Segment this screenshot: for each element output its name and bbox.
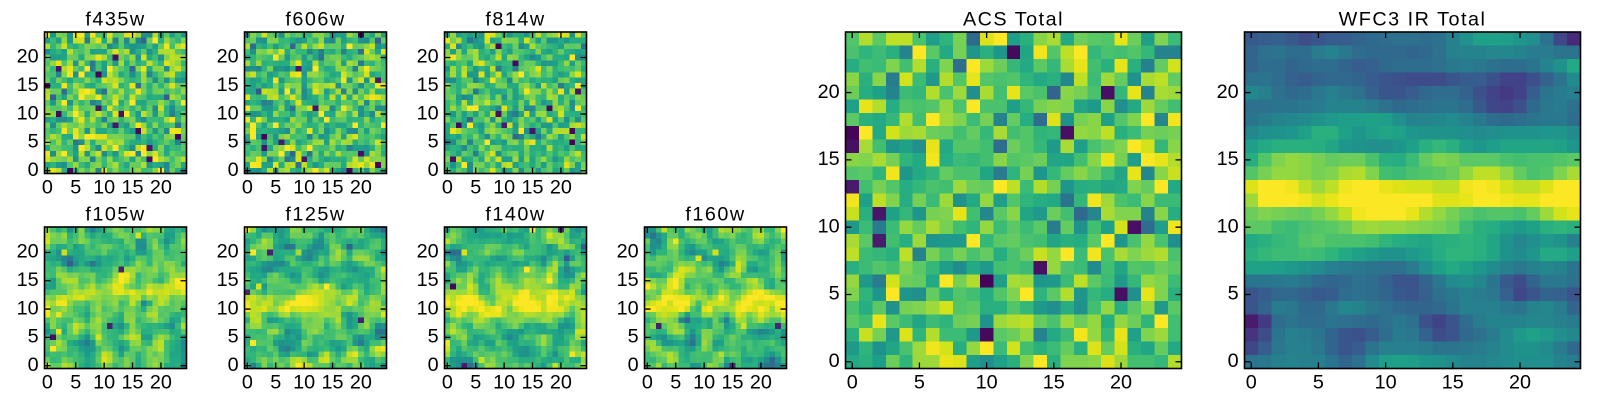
svg-text:20: 20 xyxy=(217,46,239,68)
svg-text:20: 20 xyxy=(150,177,172,199)
svg-text:15: 15 xyxy=(417,74,439,96)
svg-text:f105w: f105w xyxy=(85,203,145,225)
svg-text:20: 20 xyxy=(17,241,39,263)
svg-text:5: 5 xyxy=(914,372,925,394)
svg-text:0: 0 xyxy=(28,159,39,181)
svg-text:0: 0 xyxy=(1246,372,1257,394)
svg-text:0: 0 xyxy=(442,177,453,199)
svg-text:20: 20 xyxy=(350,177,372,199)
svg-text:10: 10 xyxy=(1375,372,1397,394)
svg-text:15: 15 xyxy=(1043,372,1065,394)
svg-text:5: 5 xyxy=(670,372,681,394)
svg-text:0: 0 xyxy=(428,354,439,376)
svg-text:15: 15 xyxy=(722,372,744,394)
svg-text:10: 10 xyxy=(417,297,439,319)
svg-text:20: 20 xyxy=(550,177,572,199)
svg-text:20: 20 xyxy=(1217,81,1239,103)
svg-text:0: 0 xyxy=(42,177,53,199)
svg-text:5: 5 xyxy=(28,131,39,153)
svg-text:f814w: f814w xyxy=(485,8,545,30)
svg-text:15: 15 xyxy=(17,74,39,96)
svg-text:0: 0 xyxy=(829,350,840,372)
svg-text:0: 0 xyxy=(242,372,253,394)
svg-text:5: 5 xyxy=(1313,372,1324,394)
svg-text:0: 0 xyxy=(442,372,453,394)
svg-text:20: 20 xyxy=(550,372,572,394)
svg-text:10: 10 xyxy=(818,215,840,237)
svg-text:15: 15 xyxy=(217,269,239,291)
svg-text:15: 15 xyxy=(1217,148,1239,170)
svg-text:5: 5 xyxy=(470,177,481,199)
svg-text:10: 10 xyxy=(976,372,998,394)
svg-text:5: 5 xyxy=(270,372,281,394)
svg-text:f125w: f125w xyxy=(285,203,345,225)
svg-text:20: 20 xyxy=(750,372,772,394)
svg-text:0: 0 xyxy=(242,177,253,199)
svg-text:f435w: f435w xyxy=(85,8,145,30)
svg-text:10: 10 xyxy=(293,372,315,394)
svg-text:10: 10 xyxy=(93,372,115,394)
svg-text:10: 10 xyxy=(17,297,39,319)
svg-text:10: 10 xyxy=(93,177,115,199)
svg-text:15: 15 xyxy=(322,372,344,394)
svg-text:0: 0 xyxy=(847,372,858,394)
svg-text:15: 15 xyxy=(818,148,840,170)
svg-text:15: 15 xyxy=(522,177,544,199)
svg-text:20: 20 xyxy=(350,372,372,394)
svg-text:10: 10 xyxy=(217,102,239,124)
svg-text:5: 5 xyxy=(428,326,439,348)
svg-text:f140w: f140w xyxy=(485,203,545,225)
svg-text:5: 5 xyxy=(228,326,239,348)
svg-text:10: 10 xyxy=(493,372,515,394)
svg-text:10: 10 xyxy=(493,177,515,199)
svg-text:15: 15 xyxy=(17,269,39,291)
svg-text:5: 5 xyxy=(70,177,81,199)
svg-text:5: 5 xyxy=(628,326,639,348)
svg-text:20: 20 xyxy=(617,241,639,263)
svg-text:5: 5 xyxy=(1228,283,1239,305)
svg-text:20: 20 xyxy=(17,46,39,68)
svg-text:WFC3 IR Total: WFC3 IR Total xyxy=(1339,8,1487,30)
svg-text:15: 15 xyxy=(617,269,639,291)
svg-text:5: 5 xyxy=(228,131,239,153)
svg-text:0: 0 xyxy=(428,159,439,181)
svg-text:20: 20 xyxy=(1110,372,1132,394)
svg-text:5: 5 xyxy=(470,372,481,394)
svg-text:15: 15 xyxy=(122,372,144,394)
svg-text:0: 0 xyxy=(42,372,53,394)
svg-text:0: 0 xyxy=(628,354,639,376)
svg-text:10: 10 xyxy=(417,102,439,124)
svg-text:0: 0 xyxy=(228,159,239,181)
svg-text:20: 20 xyxy=(217,241,239,263)
svg-text:0: 0 xyxy=(642,372,653,394)
svg-text:0: 0 xyxy=(1228,350,1239,372)
svg-text:10: 10 xyxy=(17,102,39,124)
svg-text:0: 0 xyxy=(28,354,39,376)
svg-text:15: 15 xyxy=(1442,372,1464,394)
svg-text:20: 20 xyxy=(150,372,172,394)
svg-text:5: 5 xyxy=(70,372,81,394)
svg-text:20: 20 xyxy=(417,241,439,263)
svg-text:5: 5 xyxy=(270,177,281,199)
svg-text:5: 5 xyxy=(829,283,840,305)
svg-text:10: 10 xyxy=(217,297,239,319)
svg-text:15: 15 xyxy=(217,74,239,96)
svg-text:15: 15 xyxy=(322,177,344,199)
svg-text:10: 10 xyxy=(293,177,315,199)
svg-text:0: 0 xyxy=(228,354,239,376)
svg-text:20: 20 xyxy=(417,46,439,68)
svg-text:20: 20 xyxy=(818,81,840,103)
svg-text:f606w: f606w xyxy=(285,8,345,30)
svg-text:15: 15 xyxy=(522,372,544,394)
svg-text:15: 15 xyxy=(417,269,439,291)
svg-text:10: 10 xyxy=(693,372,715,394)
svg-text:20: 20 xyxy=(1509,372,1531,394)
svg-text:5: 5 xyxy=(28,326,39,348)
svg-text:ACS Total: ACS Total xyxy=(963,8,1064,30)
svg-text:15: 15 xyxy=(122,177,144,199)
svg-text:f160w: f160w xyxy=(685,203,745,225)
svg-text:5: 5 xyxy=(428,131,439,153)
svg-text:10: 10 xyxy=(617,297,639,319)
svg-text:10: 10 xyxy=(1217,215,1239,237)
